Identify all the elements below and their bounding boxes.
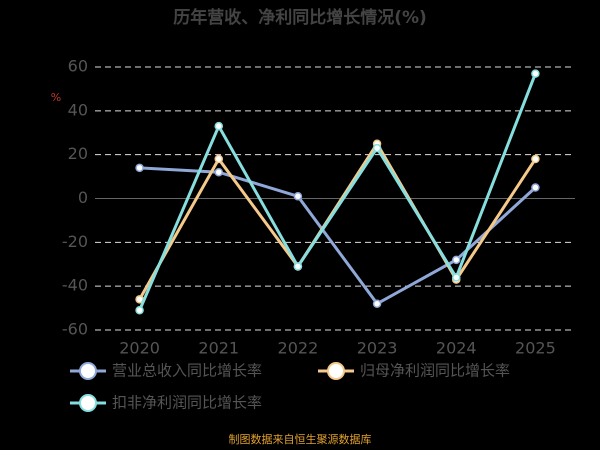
legend-label: 扣非净利润同比增长率 — [112, 394, 262, 412]
x-tick-label: 2025 — [515, 339, 556, 358]
data-point — [214, 154, 223, 164]
series-line — [138, 73, 537, 311]
chart-title: 历年营收、净利同比增长情况(%) — [173, 7, 427, 28]
data-point — [214, 121, 223, 131]
y-axis-label: % — [51, 91, 61, 104]
data-point — [135, 306, 144, 315]
data-point — [531, 154, 540, 164]
data-point — [214, 167, 223, 177]
y-tick-label: -60 — [62, 320, 88, 339]
data-point — [452, 273, 461, 282]
footer: 制图数据来自恒生聚源数据库 — [229, 432, 372, 446]
y-tick-label: -20 — [62, 232, 88, 251]
x-tick-label: 2021 — [198, 339, 239, 358]
data-point — [135, 163, 144, 173]
legend-marker — [79, 394, 97, 412]
data-point — [531, 183, 540, 192]
y-tick-label: 20 — [68, 144, 88, 163]
y-tick-label: 0 — [78, 188, 88, 207]
x-tick-label: 2020 — [119, 339, 160, 358]
series-line — [138, 140, 537, 301]
legend-label: 营业总收入同比增长率 — [112, 362, 262, 380]
y-tick-label: 60 — [68, 57, 88, 76]
data-point — [372, 299, 382, 308]
legend-marker — [327, 362, 345, 380]
data-point — [372, 143, 382, 153]
x-tick-label: 2023 — [357, 339, 398, 358]
y-tick-label: 40 — [68, 100, 88, 119]
legend-label: 归母净利润同比增长率 — [360, 362, 510, 380]
x-tick-label: 2022 — [278, 339, 319, 358]
x-tick-label: 2024 — [436, 339, 477, 358]
y-tick-label: -40 — [62, 276, 88, 295]
legend-marker — [79, 362, 97, 380]
data-point — [293, 192, 303, 201]
series-line — [139, 166, 537, 306]
data-point — [452, 255, 461, 265]
data-point — [293, 262, 303, 271]
data-point — [531, 69, 540, 78]
